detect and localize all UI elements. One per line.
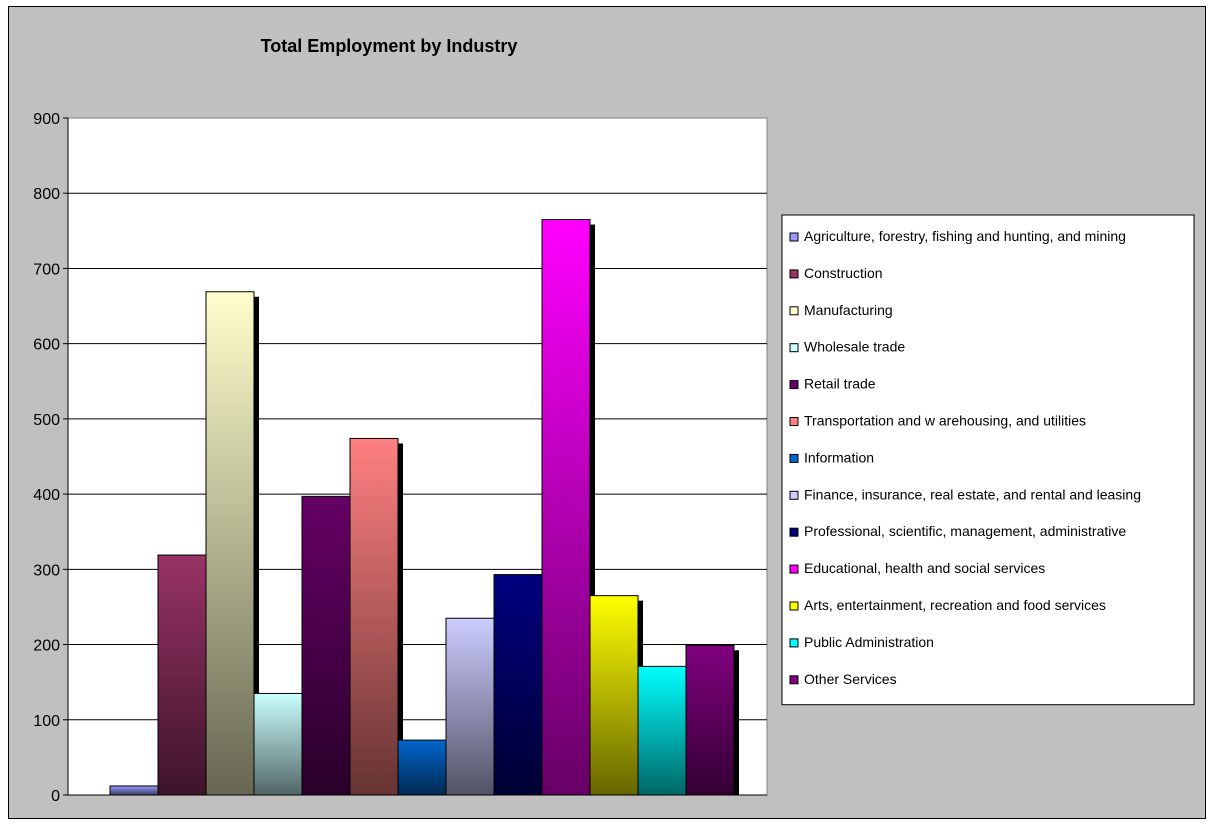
legend-box	[781, 214, 1195, 706]
bar-13	[685, 644, 735, 796]
legend-swatch	[789, 453, 799, 463]
legend-label: Construction	[804, 265, 883, 281]
chart-title: Total Employment by Industry	[261, 36, 518, 56]
bar-8	[445, 617, 495, 796]
legend-swatch	[789, 306, 799, 316]
bar-1	[109, 785, 159, 796]
legend-swatch	[789, 601, 799, 611]
legend-swatch	[789, 417, 799, 426]
legend-label: Agriculture, forestry, fishing and hunti…	[804, 228, 1126, 244]
legend-label: Arts, entertainment, recreation and food…	[804, 597, 1106, 613]
legend-swatch	[789, 527, 799, 537]
y-tick-label: 800	[33, 186, 60, 203]
legend-label: Information	[804, 449, 874, 465]
bar-10	[541, 219, 591, 796]
legend: Agriculture, forestry, fishing and hunti…	[781, 214, 1195, 706]
legend-swatch	[789, 380, 799, 390]
y-tick-label: 600	[33, 337, 60, 354]
legend-swatch	[789, 343, 799, 353]
y-tick-label: 100	[33, 713, 60, 730]
legend-label: Finance, insurance, real estate, and ren…	[804, 486, 1141, 502]
chart-svg: Total Employment by Industry 0 100 200 300 4…	[33, 36, 1195, 805]
y-tick-label: 0	[51, 788, 60, 805]
legend-label: Transportation and w arehousing, and uti…	[804, 413, 1086, 429]
y-tick-label: 700	[33, 261, 60, 278]
y-tick-label: 500	[33, 412, 60, 429]
bar-9	[493, 574, 543, 796]
bar-3	[205, 291, 255, 796]
legend-swatch	[789, 564, 799, 574]
bar-7	[397, 739, 447, 796]
y-tick-label: 300	[33, 562, 60, 579]
bar-11	[589, 595, 639, 796]
legend-label: Educational, health and social services	[804, 560, 1045, 576]
legend-label: Manufacturing	[804, 302, 893, 318]
bars	[109, 219, 739, 796]
legend-label: Public Administration	[804, 634, 934, 650]
bar-2	[157, 554, 207, 796]
bar-6	[349, 437, 399, 796]
legend-swatch	[789, 638, 799, 648]
bar-4	[253, 692, 303, 796]
legend-swatch	[789, 490, 799, 500]
bar-5	[301, 495, 351, 796]
legend-label: Wholesale trade	[804, 339, 905, 355]
chart-frame: Total Employment by Industry 0 100 200 300 4…	[8, 6, 1206, 819]
legend-label: Professional, scientific, management, ad…	[804, 523, 1126, 539]
legend-label: Retail trade	[804, 376, 876, 392]
legend-swatch	[789, 675, 799, 685]
y-tick-label: 200	[33, 638, 60, 655]
legend-label: Other Services	[804, 671, 897, 687]
y-tick-label: 900	[33, 111, 60, 128]
y-tick-label: 400	[33, 487, 60, 504]
legend-swatch	[789, 232, 799, 242]
legend-swatch	[789, 269, 799, 279]
bar-12	[637, 665, 687, 796]
